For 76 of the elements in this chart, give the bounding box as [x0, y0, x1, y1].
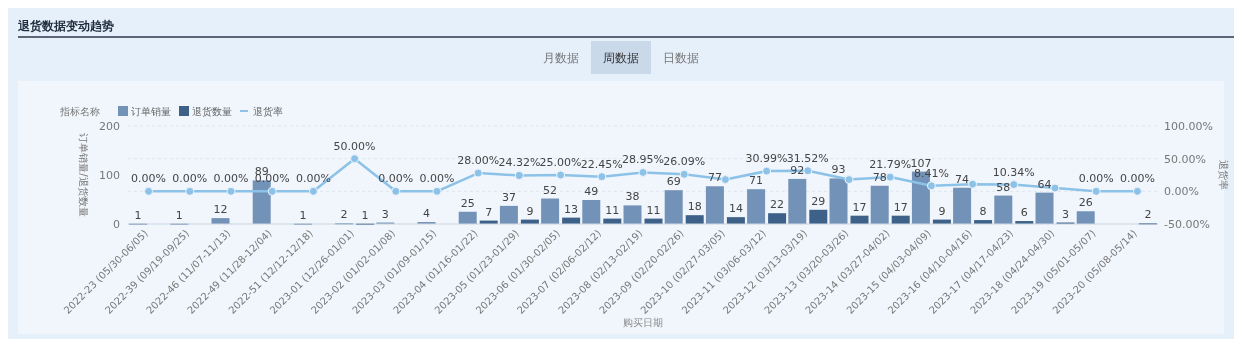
data-label: 22.45% — [580, 157, 623, 171]
data-label: 22 — [770, 198, 785, 212]
data-label: 1 — [134, 208, 142, 222]
data-label: 24.32% — [498, 156, 541, 170]
y-axis-title: 订单销量/退货数量 — [78, 133, 89, 217]
data-label: 30.99% — [745, 152, 788, 166]
data-label: 7 — [485, 205, 493, 219]
data-label: 12 — [213, 203, 228, 217]
data-label: 17 — [852, 200, 867, 214]
data-label: 37 — [501, 190, 516, 204]
data-label: 0.00% — [419, 172, 455, 186]
data-label: 18 — [687, 200, 702, 214]
data-label: 14 — [728, 202, 743, 216]
data-label: 38 — [625, 190, 640, 204]
legend-title: 指标名称 — [59, 106, 100, 117]
y-tick-label: 100 — [99, 169, 120, 182]
data-label: 49 — [584, 184, 599, 198]
data-label: 25.00% — [539, 156, 582, 169]
data-label: 31.52% — [786, 151, 829, 165]
data-label: 21.79% — [869, 158, 912, 172]
y2-tick-label: 0.00% — [1164, 185, 1199, 199]
data-label: 0.00% — [1078, 172, 1114, 186]
data-label: 29 — [811, 194, 826, 208]
y-tick-label: 0 — [113, 218, 120, 231]
data-label: 1 — [175, 208, 183, 222]
y2-axis-title: 退货率 — [1218, 160, 1229, 190]
data-label: 74 — [955, 172, 970, 186]
data-label: 28.00% — [457, 154, 500, 168]
y2-tick-label: -50.00% — [1164, 218, 1210, 231]
data-label: 92 — [790, 163, 805, 177]
data-label: 77 — [707, 171, 722, 185]
data-label: 6 — [1020, 206, 1028, 220]
text: 周数据 — [603, 51, 639, 65]
data-label: 1 — [361, 208, 369, 222]
data-label: 10.34% — [992, 165, 1035, 179]
text: 日数据 — [663, 51, 699, 65]
data-label: 4 — [423, 207, 430, 221]
legend-label: 退货率 — [253, 106, 283, 117]
text: 月数据 — [543, 51, 579, 65]
data-label: 1 — [299, 208, 307, 222]
data-label: 8 — [979, 205, 987, 219]
y2-tick-label: 50.00% — [1164, 152, 1206, 166]
data-label: 0.00% — [295, 172, 331, 186]
data-label: 9 — [526, 204, 534, 218]
data-label: 78 — [872, 170, 887, 184]
data-label: 13 — [564, 202, 579, 216]
data-label: 11 — [646, 203, 661, 217]
data-label: 0.00% — [1119, 172, 1155, 186]
data-label: 2 — [1144, 208, 1152, 222]
data-label: 93 — [831, 163, 846, 177]
chart-title: 退货数据变动趋势 — [17, 19, 114, 33]
legend-label: 订单销量 — [131, 106, 171, 117]
x-axis-title: 购买日期 — [623, 317, 663, 328]
y-tick-label: 200 — [99, 120, 120, 133]
data-label: 17 — [893, 200, 908, 214]
data-label: 26.09% — [663, 155, 706, 169]
data-label: 28.95% — [622, 153, 664, 167]
legend-label: 退货数量 — [192, 106, 232, 117]
data-label: 0.00% — [213, 172, 249, 186]
data-label: 9 — [938, 204, 946, 218]
data-label: 2 — [340, 208, 348, 222]
data-label: 3 — [1062, 207, 1069, 221]
data-label: 0.00% — [378, 172, 414, 186]
data-label: 64 — [1037, 177, 1052, 191]
y2-tick-label: 100.00% — [1164, 120, 1213, 133]
data-label: 0.00% — [131, 172, 167, 186]
data-label: 71 — [749, 174, 764, 188]
data-label: 50.00% — [333, 139, 376, 153]
data-label: 26 — [1078, 196, 1093, 210]
data-label: 0.00% — [172, 172, 208, 186]
data-label: 58 — [996, 180, 1011, 194]
data-label: 69 — [666, 175, 681, 189]
data-label: 52 — [543, 183, 558, 197]
data-label: 3 — [381, 207, 389, 221]
data-label: 11 — [605, 203, 620, 217]
data-label: 25 — [460, 196, 475, 210]
